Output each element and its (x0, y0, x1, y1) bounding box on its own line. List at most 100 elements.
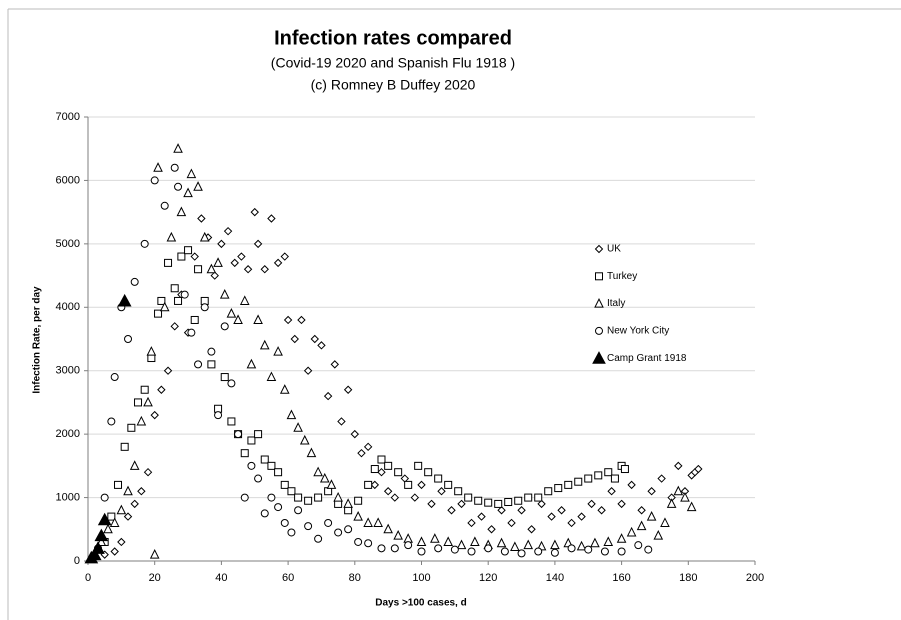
data-point (584, 545, 593, 554)
data-point (326, 479, 337, 489)
data-point (600, 547, 609, 556)
data-point (186, 168, 197, 179)
data-point (314, 493, 323, 502)
data-point (584, 474, 593, 483)
data-point (273, 346, 283, 356)
legend-label: Camp Grant 1918 (607, 353, 687, 364)
data-point (254, 430, 263, 439)
data-point (143, 467, 153, 477)
data-point (393, 530, 403, 540)
data-point (324, 518, 333, 527)
x-tick-label: 20 (149, 572, 161, 584)
legend-marker (595, 326, 603, 335)
data-point (294, 506, 303, 515)
data-point (517, 506, 526, 515)
data-point (404, 541, 413, 550)
data-point (206, 263, 217, 274)
data-point (194, 360, 203, 369)
data-point (237, 252, 246, 261)
data-point (120, 442, 129, 451)
data-point (373, 517, 383, 527)
data-point (180, 290, 189, 299)
data-point (357, 448, 366, 458)
data-point (136, 415, 147, 426)
data-point (157, 385, 166, 394)
data-point (547, 512, 556, 521)
data-point (123, 485, 133, 496)
data-point (344, 525, 353, 534)
data-point (666, 498, 677, 508)
y-tick-label: 7000 (56, 111, 80, 123)
data-point (280, 518, 289, 527)
data-point (317, 341, 326, 350)
data-point (319, 472, 330, 483)
data-point (267, 493, 276, 502)
data-point (243, 265, 253, 274)
data-point (487, 525, 496, 534)
data-point (194, 265, 203, 274)
data-point (574, 477, 583, 486)
data-point (450, 545, 459, 554)
data-point (230, 258, 239, 268)
data-point (370, 465, 379, 474)
data-point (607, 487, 616, 496)
data-point (226, 308, 237, 318)
data-point (467, 547, 476, 556)
data-point (250, 207, 259, 217)
data-point (134, 398, 143, 407)
data-point (590, 537, 600, 548)
data-point (153, 162, 163, 172)
data-point (234, 430, 243, 439)
data-point (157, 296, 166, 305)
data-point (587, 499, 596, 509)
data-point (273, 258, 283, 268)
data-point (177, 252, 186, 261)
data-point (604, 468, 613, 477)
data-point (114, 480, 123, 489)
data-point (414, 461, 423, 470)
data-point (610, 474, 619, 483)
chart-subtitle: (c) Romney B Duffey 2020 (311, 77, 476, 93)
data-point (247, 436, 256, 445)
x-tick-label: 100 (412, 572, 430, 584)
data-point (627, 480, 636, 490)
data-point (636, 520, 647, 531)
data-point (274, 468, 283, 477)
data-point (260, 509, 269, 518)
data-point (510, 541, 520, 552)
data-point (364, 539, 373, 548)
data-point (647, 487, 656, 496)
legend-label: New York City (607, 326, 669, 337)
x-tick-label: 140 (546, 572, 564, 584)
data-point (100, 493, 109, 502)
data-point (94, 528, 109, 542)
data-point (163, 366, 173, 375)
data-point (443, 536, 453, 546)
data-point (390, 493, 400, 502)
data-point (377, 544, 386, 553)
data-point (246, 358, 257, 369)
data-point (674, 461, 683, 471)
data-point (213, 257, 223, 267)
data-point (444, 480, 453, 489)
data-point (417, 547, 426, 556)
data-point (109, 517, 120, 527)
data-point (297, 315, 306, 325)
data-point (260, 265, 269, 274)
legend-label: UK (607, 244, 621, 255)
data-point (127, 423, 136, 432)
data-point (137, 487, 146, 496)
data-point (227, 417, 236, 426)
data-point (210, 271, 219, 280)
x-tick-label: 60 (282, 572, 294, 584)
data-point (644, 545, 653, 554)
data-point (287, 528, 296, 537)
data-point (537, 499, 546, 509)
data-point (260, 455, 269, 464)
data-point (303, 366, 313, 375)
data-point (567, 518, 576, 528)
data-point (410, 493, 420, 502)
data-point (343, 385, 353, 394)
data-point (164, 258, 173, 267)
